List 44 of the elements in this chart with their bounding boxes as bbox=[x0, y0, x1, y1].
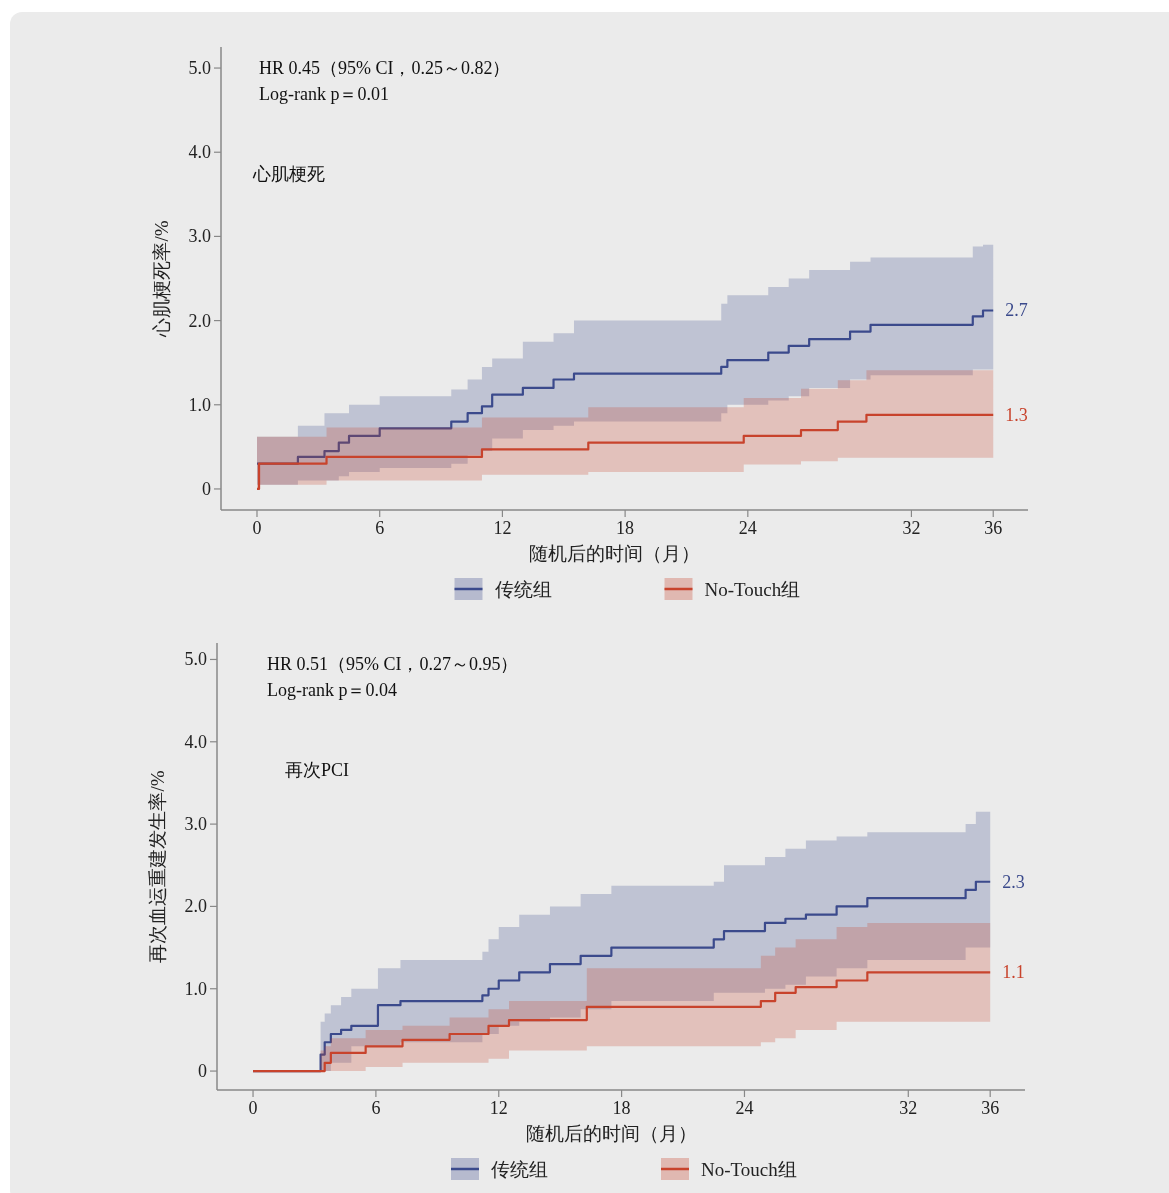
annotation: 再次PCI bbox=[285, 760, 350, 780]
y-axis-title: 心肌梗死率/% bbox=[151, 220, 172, 338]
x-tick-label: 6 bbox=[375, 518, 385, 538]
x-tick-label: 12 bbox=[489, 1098, 508, 1118]
y-tick-label: 1.0 bbox=[188, 394, 211, 415]
legend-label: 传统组 bbox=[491, 1159, 548, 1180]
x-tick-label: 24 bbox=[735, 1098, 754, 1118]
y-tick-label: 4.0 bbox=[184, 731, 207, 752]
x-tick-label: 0 bbox=[248, 1098, 258, 1118]
y-tick-label: 4.0 bbox=[188, 142, 211, 163]
x-axis-title: 随机后的时间（月） bbox=[525, 1123, 697, 1144]
annotation: Log-rank p＝0.04 bbox=[267, 680, 397, 700]
y-tick-label: 3.0 bbox=[184, 814, 207, 835]
x-axis-title: 随机后的时间（月） bbox=[529, 543, 700, 564]
annotation: Log-rank p＝0.01 bbox=[259, 84, 389, 104]
x-tick-label: 24 bbox=[738, 518, 757, 538]
y-tick-label: 3.0 bbox=[188, 226, 211, 247]
y-tick-label: 0 bbox=[202, 478, 211, 499]
x-tick-label: 36 bbox=[984, 518, 1003, 538]
y-tick-label: 2.0 bbox=[188, 310, 211, 331]
x-tick-label: 6 bbox=[371, 1098, 381, 1118]
y-axis-title: 再次血运重建发生率/% bbox=[147, 770, 168, 963]
legend-label: No-Touch组 bbox=[701, 1159, 797, 1180]
y-tick-label: 5.0 bbox=[188, 58, 211, 79]
legend-label: No-Touch组 bbox=[704, 579, 801, 600]
x-tick-label: 18 bbox=[616, 518, 635, 538]
y-tick-label: 1.0 bbox=[184, 978, 207, 999]
y-tick-label: 0 bbox=[198, 1061, 207, 1082]
x-tick-label: 18 bbox=[612, 1098, 631, 1118]
y-tick-label: 5.0 bbox=[184, 649, 207, 670]
x-tick-label: 36 bbox=[981, 1098, 1000, 1118]
annotation: HR 0.51（95% CI，0.27～0.95） bbox=[267, 654, 519, 674]
annotation: HR 0.45（95% CI，0.25～0.82） bbox=[259, 58, 511, 78]
x-tick-label: 0 bbox=[252, 518, 262, 538]
annotation: 1.3 bbox=[1005, 404, 1028, 425]
annotation: 心肌梗死 bbox=[252, 164, 325, 184]
x-tick-label: 32 bbox=[902, 518, 921, 538]
annotation: 1.1 bbox=[1002, 962, 1025, 983]
legend-label: 传统组 bbox=[494, 579, 552, 600]
x-tick-label: 12 bbox=[493, 518, 512, 538]
annotation: 2.3 bbox=[1002, 871, 1025, 892]
y-tick-label: 2.0 bbox=[184, 896, 207, 917]
x-tick-label: 32 bbox=[899, 1098, 918, 1118]
annotation: 2.7 bbox=[1005, 300, 1028, 321]
